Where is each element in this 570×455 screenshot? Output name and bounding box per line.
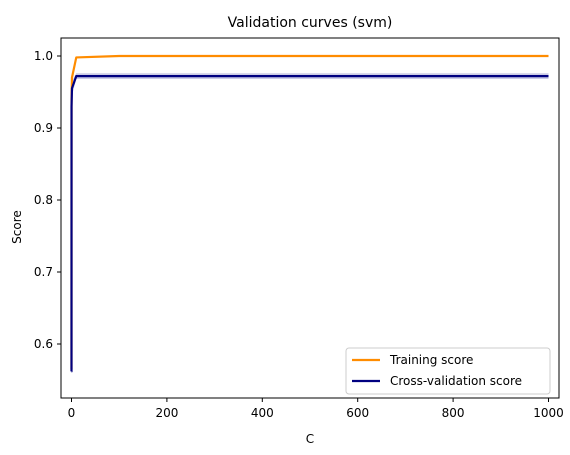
legend-label-1: Cross-validation score bbox=[390, 374, 522, 388]
y-tick-label: 1.0 bbox=[34, 49, 53, 63]
x-tick-label: 0 bbox=[68, 406, 76, 420]
series-line-0 bbox=[70, 54, 549, 371]
y-tick-label: 0.6 bbox=[34, 337, 53, 351]
x-tick-label: 1000 bbox=[533, 406, 564, 420]
y-tick-label: 0.8 bbox=[34, 193, 53, 207]
y-tick-label: 0.9 bbox=[34, 121, 53, 135]
chart-title: Validation curves (svm) bbox=[228, 15, 393, 31]
legend: Training score Cross-validation score bbox=[345, 347, 551, 395]
x-tick-label: 800 bbox=[442, 406, 465, 420]
axes-frame bbox=[60, 37, 560, 399]
series-band-0 bbox=[71, 56, 549, 373]
plot-area: 0 200 400 600 800 1000 0.6 0.7 0.8 0.9 1.0 bbox=[34, 37, 564, 420]
x-tick-label: 400 bbox=[251, 406, 274, 420]
legend-box bbox=[345, 347, 551, 395]
x-tick-label: 200 bbox=[155, 406, 178, 420]
y-axis-label: Score bbox=[10, 210, 24, 244]
x-tick-label: 600 bbox=[346, 406, 369, 420]
series-line-1 bbox=[70, 75, 549, 373]
legend-label-0: Training score bbox=[389, 353, 473, 367]
series-band-1 bbox=[71, 73, 549, 382]
y-tick-label: 0.7 bbox=[34, 265, 53, 279]
x-axis-label: C bbox=[306, 432, 314, 446]
